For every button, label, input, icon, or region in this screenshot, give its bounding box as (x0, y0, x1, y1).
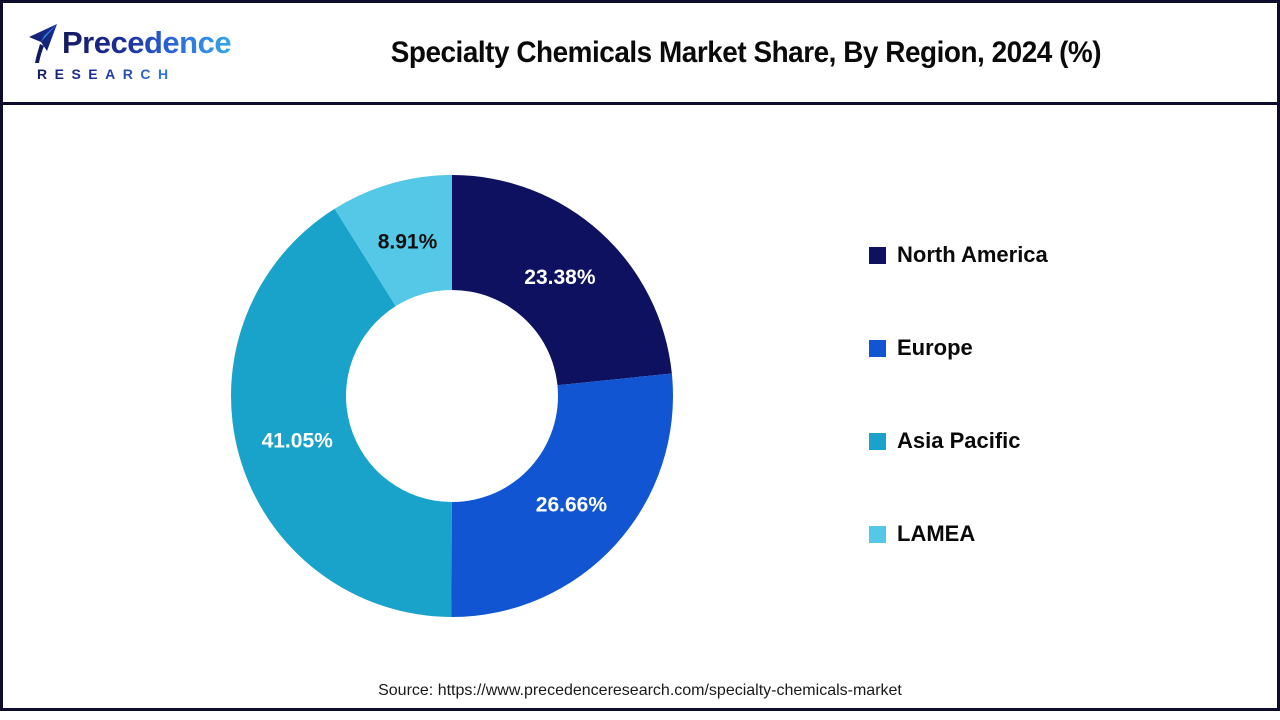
chart-legend: North America Europe Asia Pacific LAMEA (869, 240, 1048, 612)
donut-value-label: 41.05% (262, 430, 334, 453)
logo-subtitle: RESEARCH (27, 66, 215, 82)
source-citation: Source: https://www.precedenceresearch.c… (378, 682, 902, 699)
legend-swatch-asia-pacific (869, 432, 886, 450)
header: Precedence RESEARCH Specialty Chemicals … (0, 0, 1280, 105)
logo-wordmark: Precedence (62, 23, 232, 63)
donut-slice-lamea (334, 175, 452, 307)
donut-slice-north-america (452, 175, 672, 386)
legend-label: North America (897, 242, 1048, 267)
donut-value-label: 23.38% (524, 266, 596, 289)
donut-slice-asia-pacific (231, 208, 452, 618)
brand-logo: Precedence RESEARCH (3, 23, 232, 82)
legend-swatch-north-america (869, 246, 886, 264)
paper-plane-icon (29, 24, 57, 63)
legend-item-lamea: LAMEA (869, 519, 1048, 549)
page-title: Specialty Chemicals Market Share, By Reg… (390, 35, 1102, 69)
legend-item-europe: Europe (869, 333, 1048, 363)
legend-label: Europe (897, 335, 973, 360)
legend-swatch-europe (869, 339, 886, 357)
donut-value-label: 26.66% (536, 493, 608, 516)
legend-label: LAMEA (897, 521, 976, 546)
donut-value-label: 8.91% (378, 231, 438, 254)
legend-item-north-america: North America (869, 240, 1048, 270)
title-wrap: Specialty Chemicals Market Share, By Reg… (215, 36, 1277, 70)
legend-label: Asia Pacific (897, 428, 1021, 453)
donut-chart: 23.38% 26.66% 41.05% 8.91% (231, 175, 674, 618)
chart-area: 23.38% 26.66% 41.05% 8.91% North America Eu… (0, 105, 1280, 711)
legend-item-asia-pacific: Asia Pacific (869, 426, 1048, 456)
donut-slice-europe (451, 373, 674, 618)
legend-swatch-lamea (869, 525, 886, 543)
logo-row: Precedence (27, 23, 232, 65)
